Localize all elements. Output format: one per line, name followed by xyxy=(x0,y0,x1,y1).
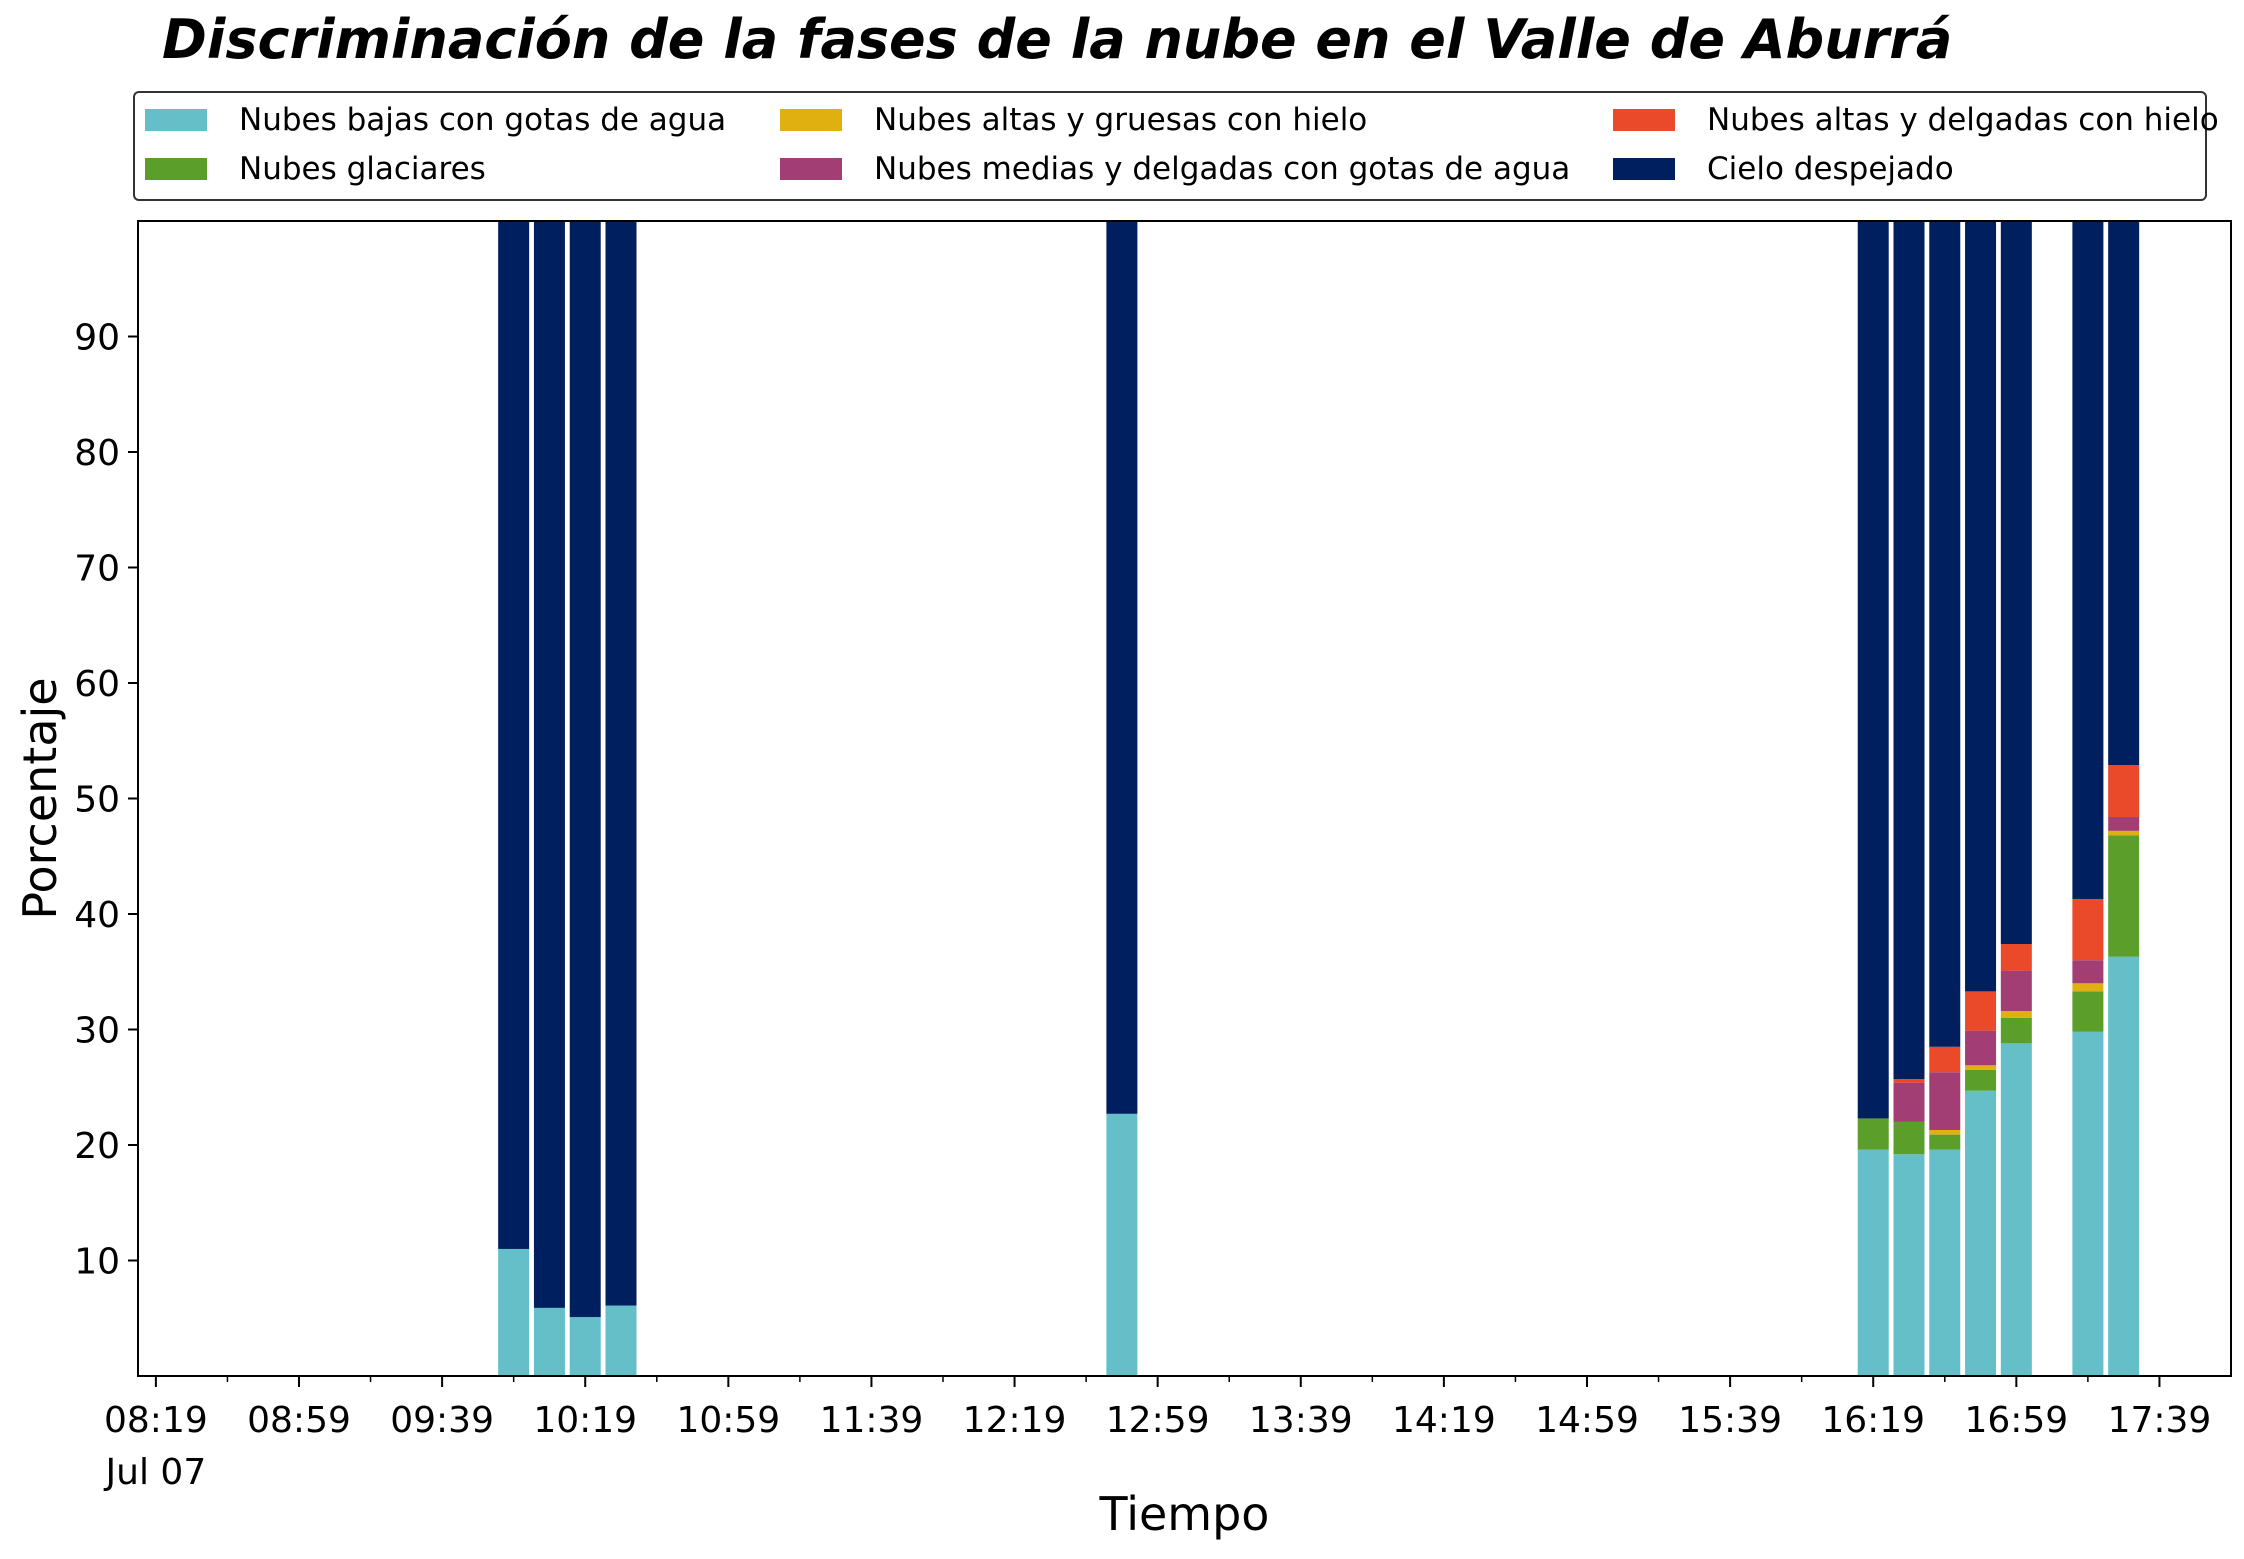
y-tick-label-10: 10 xyxy=(74,1242,120,1283)
bar-1029-s0 xyxy=(605,1305,637,1376)
legend-item-0: Nubes bajas con gotas de agua xyxy=(145,100,726,140)
y-tick-label-60: 60 xyxy=(74,664,120,705)
legend: Nubes bajas con gotas de agua Nubes glaci… xyxy=(133,91,2219,201)
bar-1729-s2 xyxy=(2108,830,2140,836)
bar-1659-s4 xyxy=(2000,944,2032,971)
x-tick-label-1539: 15:39 xyxy=(1678,1400,1782,1441)
y-axis-label: Porcentaje xyxy=(13,677,67,919)
y-tick-label-40: 40 xyxy=(74,895,120,936)
bar-1649-s5 xyxy=(1965,221,1997,992)
bar-1619-s1 xyxy=(1857,1118,1889,1150)
legend-item-2: Nubes altas y gruesas con hielo xyxy=(780,100,1367,140)
x-tick-label-1059: 10:59 xyxy=(676,1400,780,1441)
bar-1719-s3 xyxy=(2072,960,2104,984)
legend-item-5: Cielo despejado xyxy=(1613,149,1954,189)
bar-1249-s0 xyxy=(1106,1113,1138,1376)
legend-item-1: Nubes glaciares xyxy=(145,149,486,189)
bar-1629-s5 xyxy=(1893,221,1925,1080)
y-tick-label-30: 30 xyxy=(74,1011,120,1052)
bar-1659-s0 xyxy=(2000,1043,2032,1376)
bar-0959-s0 xyxy=(498,1248,530,1376)
legend-item-3: Nubes medias y delgadas con gotas de agu… xyxy=(780,149,1570,189)
x-tick-label-1659: 16:59 xyxy=(1964,1400,2068,1441)
bar-1649-s4 xyxy=(1965,991,1997,1031)
legend-swatch-3 xyxy=(780,158,842,180)
x-tick-label-0939: 09:39 xyxy=(390,1400,494,1441)
bar-1649-s0 xyxy=(1965,1090,1997,1376)
bar-1629-s3 xyxy=(1893,1082,1925,1122)
bar-1659-s2 xyxy=(2000,1011,2032,1018)
legend-label-0: Nubes bajas con gotas de agua xyxy=(239,102,727,138)
bar-1629-s4 xyxy=(1893,1079,1925,1083)
bar-1629-s1 xyxy=(1893,1121,1925,1155)
bar-1639-s5 xyxy=(1929,221,1961,1047)
bar-1639-s2 xyxy=(1929,1129,1961,1135)
bar-1019-s0 xyxy=(569,1317,601,1376)
bar-1019-s5 xyxy=(569,221,601,1318)
bar-1249-s5 xyxy=(1106,221,1138,1114)
bar-1729-s1 xyxy=(2108,835,2140,957)
x-tick-label-1419: 14:19 xyxy=(1392,1400,1496,1441)
bar-1639-s1 xyxy=(1929,1134,1961,1150)
y-tick-label-20: 20 xyxy=(74,1126,120,1167)
x-tick-label-1139: 11:39 xyxy=(820,1400,924,1441)
bar-1659-s5 xyxy=(2000,221,2032,945)
bar-1029-s5 xyxy=(605,221,637,1306)
bar-1729-s5 xyxy=(2108,221,2140,766)
bar-0959-s5 xyxy=(498,221,530,1249)
legend-label-4: Nubes altas y delgadas con hielo xyxy=(1707,102,2219,138)
y-tick-label-90: 90 xyxy=(74,318,120,359)
legend-label-1: Nubes glaciares xyxy=(239,151,486,187)
bar-1719-s2 xyxy=(2072,983,2104,992)
y-tick-label-50: 50 xyxy=(74,780,120,821)
bar-1649-s3 xyxy=(1965,1030,1997,1066)
bar-1649-s1 xyxy=(1965,1069,1997,1091)
bar-1719-s4 xyxy=(2072,898,2104,961)
bar-1729-s4 xyxy=(2108,765,2140,817)
bar-1639-s4 xyxy=(1929,1046,1961,1073)
x-axis-label: Tiempo xyxy=(1099,1487,1270,1541)
bar-1659-s3 xyxy=(2000,970,2032,1012)
bar-1619-s5 xyxy=(1857,221,1889,1119)
bar-1639-s0 xyxy=(1929,1149,1961,1376)
legend-label-3: Nubes medias y delgadas con gotas de agu… xyxy=(874,151,1571,187)
bar-1729-s0 xyxy=(2108,956,2140,1376)
bar-1619-s0 xyxy=(1857,1149,1889,1376)
legend-item-4: Nubes altas y delgadas con hielo xyxy=(1613,100,2219,140)
x-tick-label-1219: 12:19 xyxy=(963,1400,1067,1441)
bar-1719-s5 xyxy=(2072,221,2104,899)
chart-title: Discriminación de la fases de la nube en… xyxy=(162,8,1953,71)
bar-1009-s5 xyxy=(533,221,565,1308)
legend-swatch-4 xyxy=(1613,109,1675,131)
bar-1659-s1 xyxy=(2000,1017,2032,1044)
x-tick-label-1019: 10:19 xyxy=(533,1400,637,1441)
legend-swatch-0 xyxy=(145,109,207,131)
bar-1649-s2 xyxy=(1965,1065,1997,1070)
x-date-label: Jul 07 xyxy=(104,1452,207,1493)
y-tick-label-70: 70 xyxy=(74,549,120,590)
y-tick-label-80: 80 xyxy=(74,433,120,474)
x-tick-label-1459: 14:59 xyxy=(1535,1400,1639,1441)
bar-1009-s0 xyxy=(533,1307,565,1376)
legend-label-2: Nubes altas y gruesas con hielo xyxy=(874,102,1368,138)
legend-swatch-2 xyxy=(780,109,842,131)
bar-1639-s3 xyxy=(1929,1072,1961,1130)
bar-1719-s1 xyxy=(2072,991,2104,1032)
x-tick-label-1339: 13:39 xyxy=(1249,1400,1353,1441)
legend-label-5: Cielo despejado xyxy=(1707,151,1954,187)
legend-swatch-5 xyxy=(1613,158,1675,180)
x-tick-label-0819: 08:19 xyxy=(104,1400,208,1441)
x-tick-label-1619: 16:19 xyxy=(1821,1400,1925,1441)
bar-1719-s0 xyxy=(2072,1031,2104,1376)
bar-1729-s3 xyxy=(2108,816,2140,831)
x-tick-label-1739: 17:39 xyxy=(2108,1400,2212,1441)
legend-swatch-1 xyxy=(145,158,207,180)
x-tick-label-0859: 08:59 xyxy=(247,1400,351,1441)
x-tick-label-1259: 12:59 xyxy=(1106,1400,1210,1441)
bar-1629-s0 xyxy=(1893,1154,1925,1376)
